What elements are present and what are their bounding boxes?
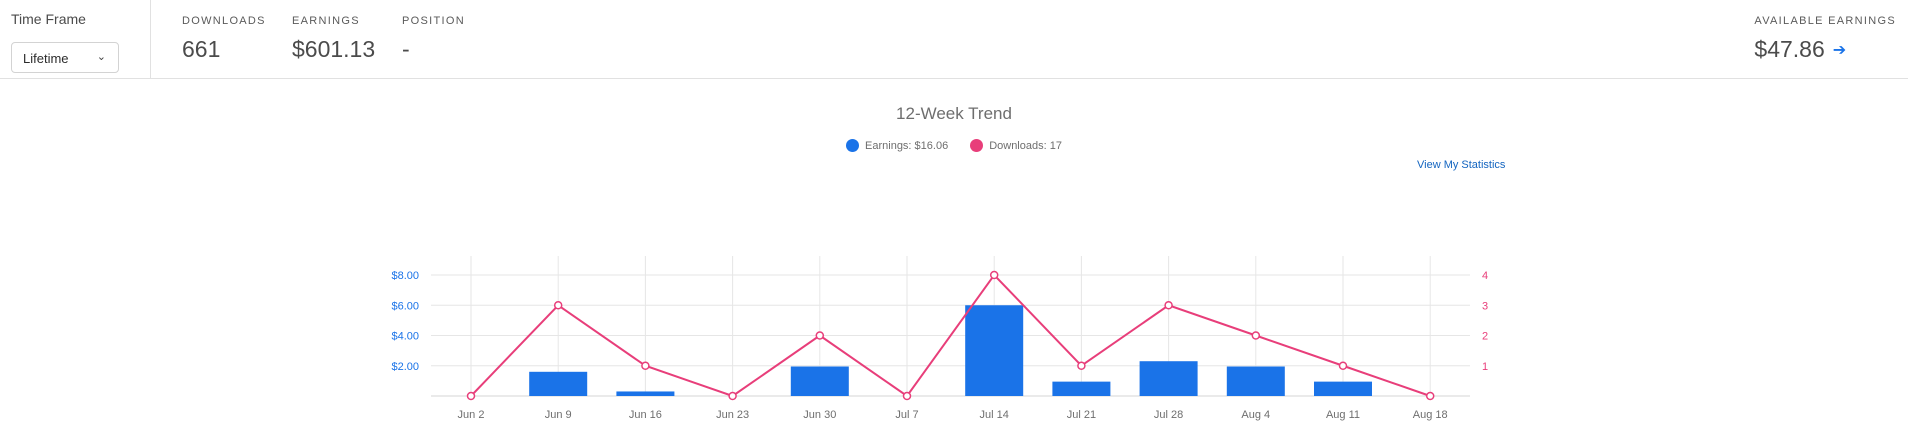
downloads-stat: DOWNLOADS 661 (182, 15, 266, 63)
earnings-value: $601.13 (292, 36, 376, 62)
y-left-tick-label: $2.00 (391, 361, 419, 373)
downloads-point (1077, 361, 1086, 370)
available-earnings-value: $47.86 (1754, 36, 1825, 62)
earnings-bar (1139, 361, 1198, 396)
downloads-point (466, 391, 476, 401)
earnings-bar (1052, 381, 1111, 396)
downloads-point (815, 331, 825, 340)
position-label: POSITION (402, 15, 465, 27)
x-tick-label: Jun 30 (803, 409, 836, 421)
x-tick-label: Aug 4 (1241, 409, 1270, 421)
downloads-point (1425, 391, 1435, 401)
x-tick-label: Aug 18 (1413, 409, 1448, 421)
earnings-bar (1226, 366, 1285, 396)
legend-item-downloads[interactable]: Downloads: 17 (970, 139, 1062, 152)
downloads-point (553, 301, 563, 310)
y-right-tick-label: 4 (1482, 270, 1488, 282)
earnings-label: EARNINGS (292, 15, 360, 27)
downloads-line (470, 273, 1431, 398)
y-left-tick-label: $4.00 (391, 331, 419, 343)
downloads-value: 661 (182, 36, 221, 62)
position-stat: POSITION - (402, 15, 465, 63)
earnings-bar (1314, 381, 1372, 396)
legend-dot-earnings (846, 139, 860, 152)
x-tick-label: Jun 2 (458, 409, 485, 421)
chart-legend: Earnings: $16.06 Downloads: 17 (0, 139, 1908, 152)
chart-title: 12-Week Trend (896, 104, 1012, 123)
downloads-point (902, 391, 912, 401)
chevron-down-icon: ⌄ (96, 51, 106, 63)
x-tick-label: Jul 14 (980, 409, 1009, 421)
timeframe-selected-value: Lifetime (23, 51, 69, 66)
y-right-tick-label: 3 (1482, 300, 1488, 312)
available-earnings-stat: AVAILABLE EARNINGS $47.86 ➔ (1754, 15, 1896, 63)
downloads-point (1164, 301, 1173, 310)
x-tick-label: Jul 28 (1154, 409, 1183, 421)
x-tick-label: Jun 16 (629, 409, 662, 421)
x-tick-label: Aug 11 (1326, 409, 1360, 421)
available-earnings-label: AVAILABLE EARNINGS (1754, 15, 1896, 27)
x-tick-label: Jun 9 (545, 409, 572, 421)
timeframe-panel: Time Frame Lifetime ⌄ (0, 0, 151, 79)
y-right-tick-label: 2 (1482, 331, 1488, 343)
legend-label-earnings: Earnings: $16.06 (865, 139, 949, 152)
downloads-point (1251, 331, 1261, 340)
timeframe-select[interactable]: Lifetime ⌄ (11, 42, 119, 73)
downloads-point (1338, 361, 1348, 370)
downloads-point (989, 270, 999, 280)
y-right-tick-label: 1 (1482, 361, 1488, 373)
trend-chart: $2.00 $4.00 $6.00 $8.00 1 2 3 4 Jun 2 Jun 9 Jun 16… (391, 256, 1488, 421)
downloads-point (641, 361, 650, 370)
y-left-tick-label: $6.00 (391, 300, 419, 312)
downloads-point (728, 391, 737, 401)
earnings-bar (790, 366, 849, 396)
timeframe-label: Time Frame (11, 11, 86, 27)
x-tick-label: Jul 7 (895, 409, 918, 421)
position-value: - (402, 36, 410, 62)
earnings-bar (965, 305, 1024, 396)
y-left-tick-label: $8.00 (391, 270, 419, 282)
stats-header: Time Frame Lifetime ⌄ DOWNLOADS 661 EARN… (0, 0, 1908, 79)
x-tick-label: Jun 23 (716, 409, 749, 421)
x-tick-label: Jul 21 (1067, 409, 1096, 421)
legend-label-downloads: Downloads: 17 (989, 139, 1062, 152)
earnings-bar (529, 371, 588, 396)
view-my-statistics-link[interactable]: View My Statistics (1417, 159, 1506, 171)
downloads-label: DOWNLOADS (182, 15, 266, 27)
legend-item-earnings[interactable]: Earnings: $16.06 (846, 139, 948, 152)
arrow-right-icon[interactable]: ➔ (1832, 41, 1847, 59)
earnings-stat: EARNINGS $601.13 (292, 15, 375, 63)
earnings-bar (616, 391, 675, 396)
legend-dot-downloads (970, 139, 984, 152)
